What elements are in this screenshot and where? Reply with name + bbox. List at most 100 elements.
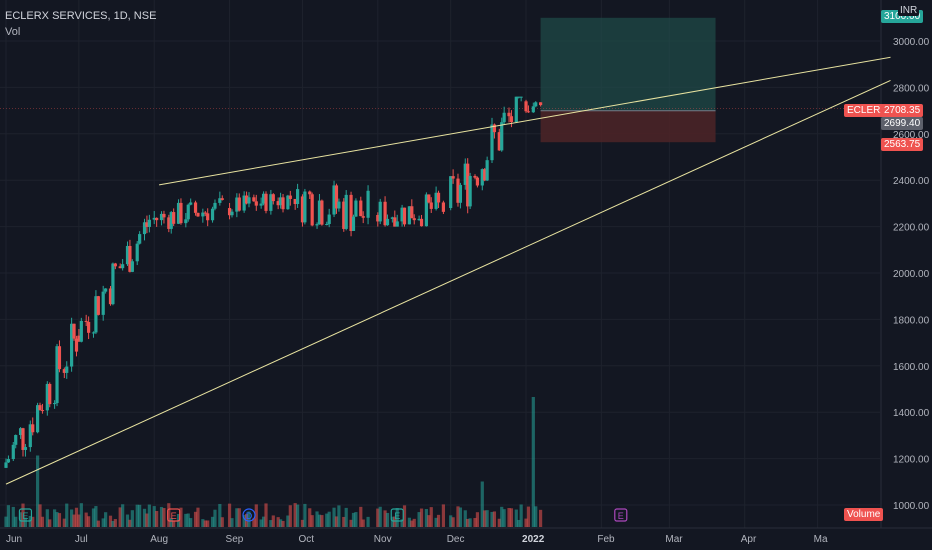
candle-body bbox=[142, 222, 147, 235]
y-tick-label: 2200.00 bbox=[893, 223, 930, 234]
volume-bar bbox=[87, 516, 91, 527]
volume-bars bbox=[4, 397, 543, 527]
volume-bar bbox=[196, 507, 200, 527]
candle-body bbox=[48, 383, 52, 405]
x-tick-label: Jul bbox=[75, 534, 88, 545]
candle-body bbox=[28, 424, 32, 448]
candle-body bbox=[189, 202, 193, 205]
volume-bar bbox=[296, 504, 300, 527]
y-tick-label: 1000.00 bbox=[893, 501, 930, 512]
volume-bar bbox=[184, 513, 188, 527]
volume-bar bbox=[203, 520, 207, 527]
volume-bar bbox=[468, 518, 472, 527]
candle-body bbox=[91, 332, 96, 334]
candle-body bbox=[242, 195, 246, 211]
volume-bar bbox=[167, 503, 171, 527]
volume-bar bbox=[509, 508, 514, 527]
candle-body bbox=[517, 96, 521, 98]
volume-bar bbox=[65, 503, 69, 527]
candles bbox=[4, 96, 543, 468]
candle-body bbox=[55, 346, 59, 404]
y-tick-label: 1400.00 bbox=[893, 408, 930, 419]
candle-body bbox=[264, 193, 268, 211]
volume-bar bbox=[179, 507, 183, 527]
volume-bar bbox=[456, 506, 460, 527]
candle-body bbox=[449, 176, 453, 209]
x-tick-label: Feb bbox=[597, 534, 615, 545]
volume-bar bbox=[147, 504, 151, 527]
volume-bar bbox=[18, 512, 23, 527]
volume-bar bbox=[492, 511, 497, 527]
volume-bar bbox=[220, 517, 224, 527]
candle-body bbox=[327, 214, 331, 224]
earnings-marker: E bbox=[18, 508, 33, 522]
candle-body bbox=[118, 266, 122, 269]
price-axis[interactable]: 3000.00 2800.00 2600.00 2400.00 2200.00 2000.… bbox=[893, 37, 930, 512]
volume-bar bbox=[169, 517, 173, 527]
volume-bar bbox=[247, 511, 251, 527]
volume-bar bbox=[480, 481, 484, 527]
candle-body bbox=[193, 202, 198, 213]
candle-body bbox=[531, 106, 535, 113]
x-tick-label: Nov bbox=[374, 534, 392, 545]
volume-bar bbox=[104, 512, 108, 527]
currency-label[interactable]: INR bbox=[898, 5, 920, 16]
event-marker-symbol: D bbox=[246, 511, 253, 521]
volume-bar bbox=[531, 397, 535, 527]
volume-bar bbox=[252, 518, 256, 527]
candle-body bbox=[70, 323, 74, 367]
candle-body bbox=[74, 338, 79, 352]
volume-bar bbox=[325, 513, 329, 527]
volume-bar bbox=[261, 516, 266, 527]
candle-body bbox=[325, 223, 329, 225]
candle-body bbox=[424, 194, 428, 227]
grid-lines bbox=[0, 0, 932, 529]
candle-body bbox=[349, 194, 353, 231]
candle-body bbox=[497, 132, 501, 151]
candle-body bbox=[62, 369, 66, 373]
volume-bar bbox=[286, 515, 290, 527]
trendlines[interactable] bbox=[5, 56, 891, 485]
volume-bar bbox=[288, 505, 292, 527]
candle-body bbox=[351, 216, 356, 231]
volume-bar bbox=[434, 517, 438, 527]
candle-body bbox=[121, 264, 125, 269]
candle-body bbox=[300, 196, 305, 223]
volume-bar bbox=[96, 520, 100, 527]
volume-bar bbox=[79, 503, 83, 527]
time-axis[interactable]: Jun Jul Aug Sep Oct Nov Dec 2022 Feb Mar Apr Ma bbox=[6, 534, 828, 545]
volume-bar bbox=[449, 515, 453, 527]
volume-bar bbox=[400, 519, 404, 527]
symbol-title[interactable]: ECLERX SERVICES, 1D, NSE bbox=[5, 10, 157, 22]
volume-bar bbox=[242, 514, 246, 527]
candle-body bbox=[417, 218, 421, 221]
candle-body bbox=[220, 198, 224, 200]
x-tick-label: 2022 bbox=[522, 534, 545, 545]
candle-body bbox=[451, 176, 455, 179]
volume-bar bbox=[424, 509, 428, 527]
volume-bar bbox=[475, 512, 480, 527]
candle-body bbox=[502, 112, 506, 123]
candle-body bbox=[230, 211, 234, 216]
volume-bar bbox=[72, 514, 76, 527]
x-tick-label: Mar bbox=[665, 534, 683, 545]
candle-body bbox=[366, 190, 370, 218]
volume-bar bbox=[517, 519, 521, 527]
volume-bar bbox=[483, 510, 487, 527]
candle-body bbox=[138, 234, 142, 244]
volume-bar bbox=[473, 518, 477, 527]
volume-bar bbox=[281, 520, 285, 527]
candle-body bbox=[429, 202, 433, 209]
volume-legend-label[interactable]: Vol bbox=[5, 26, 21, 38]
volume-bar bbox=[45, 509, 49, 527]
candle-body bbox=[4, 462, 8, 468]
volume-bar bbox=[189, 518, 193, 527]
event-marker-symbol: E bbox=[618, 511, 624, 521]
candle-body bbox=[315, 224, 319, 226]
volume-bar bbox=[417, 512, 421, 527]
candle-body bbox=[108, 288, 113, 305]
volume-bar bbox=[128, 519, 132, 527]
candle-body bbox=[342, 201, 346, 229]
candle-body bbox=[247, 197, 251, 204]
